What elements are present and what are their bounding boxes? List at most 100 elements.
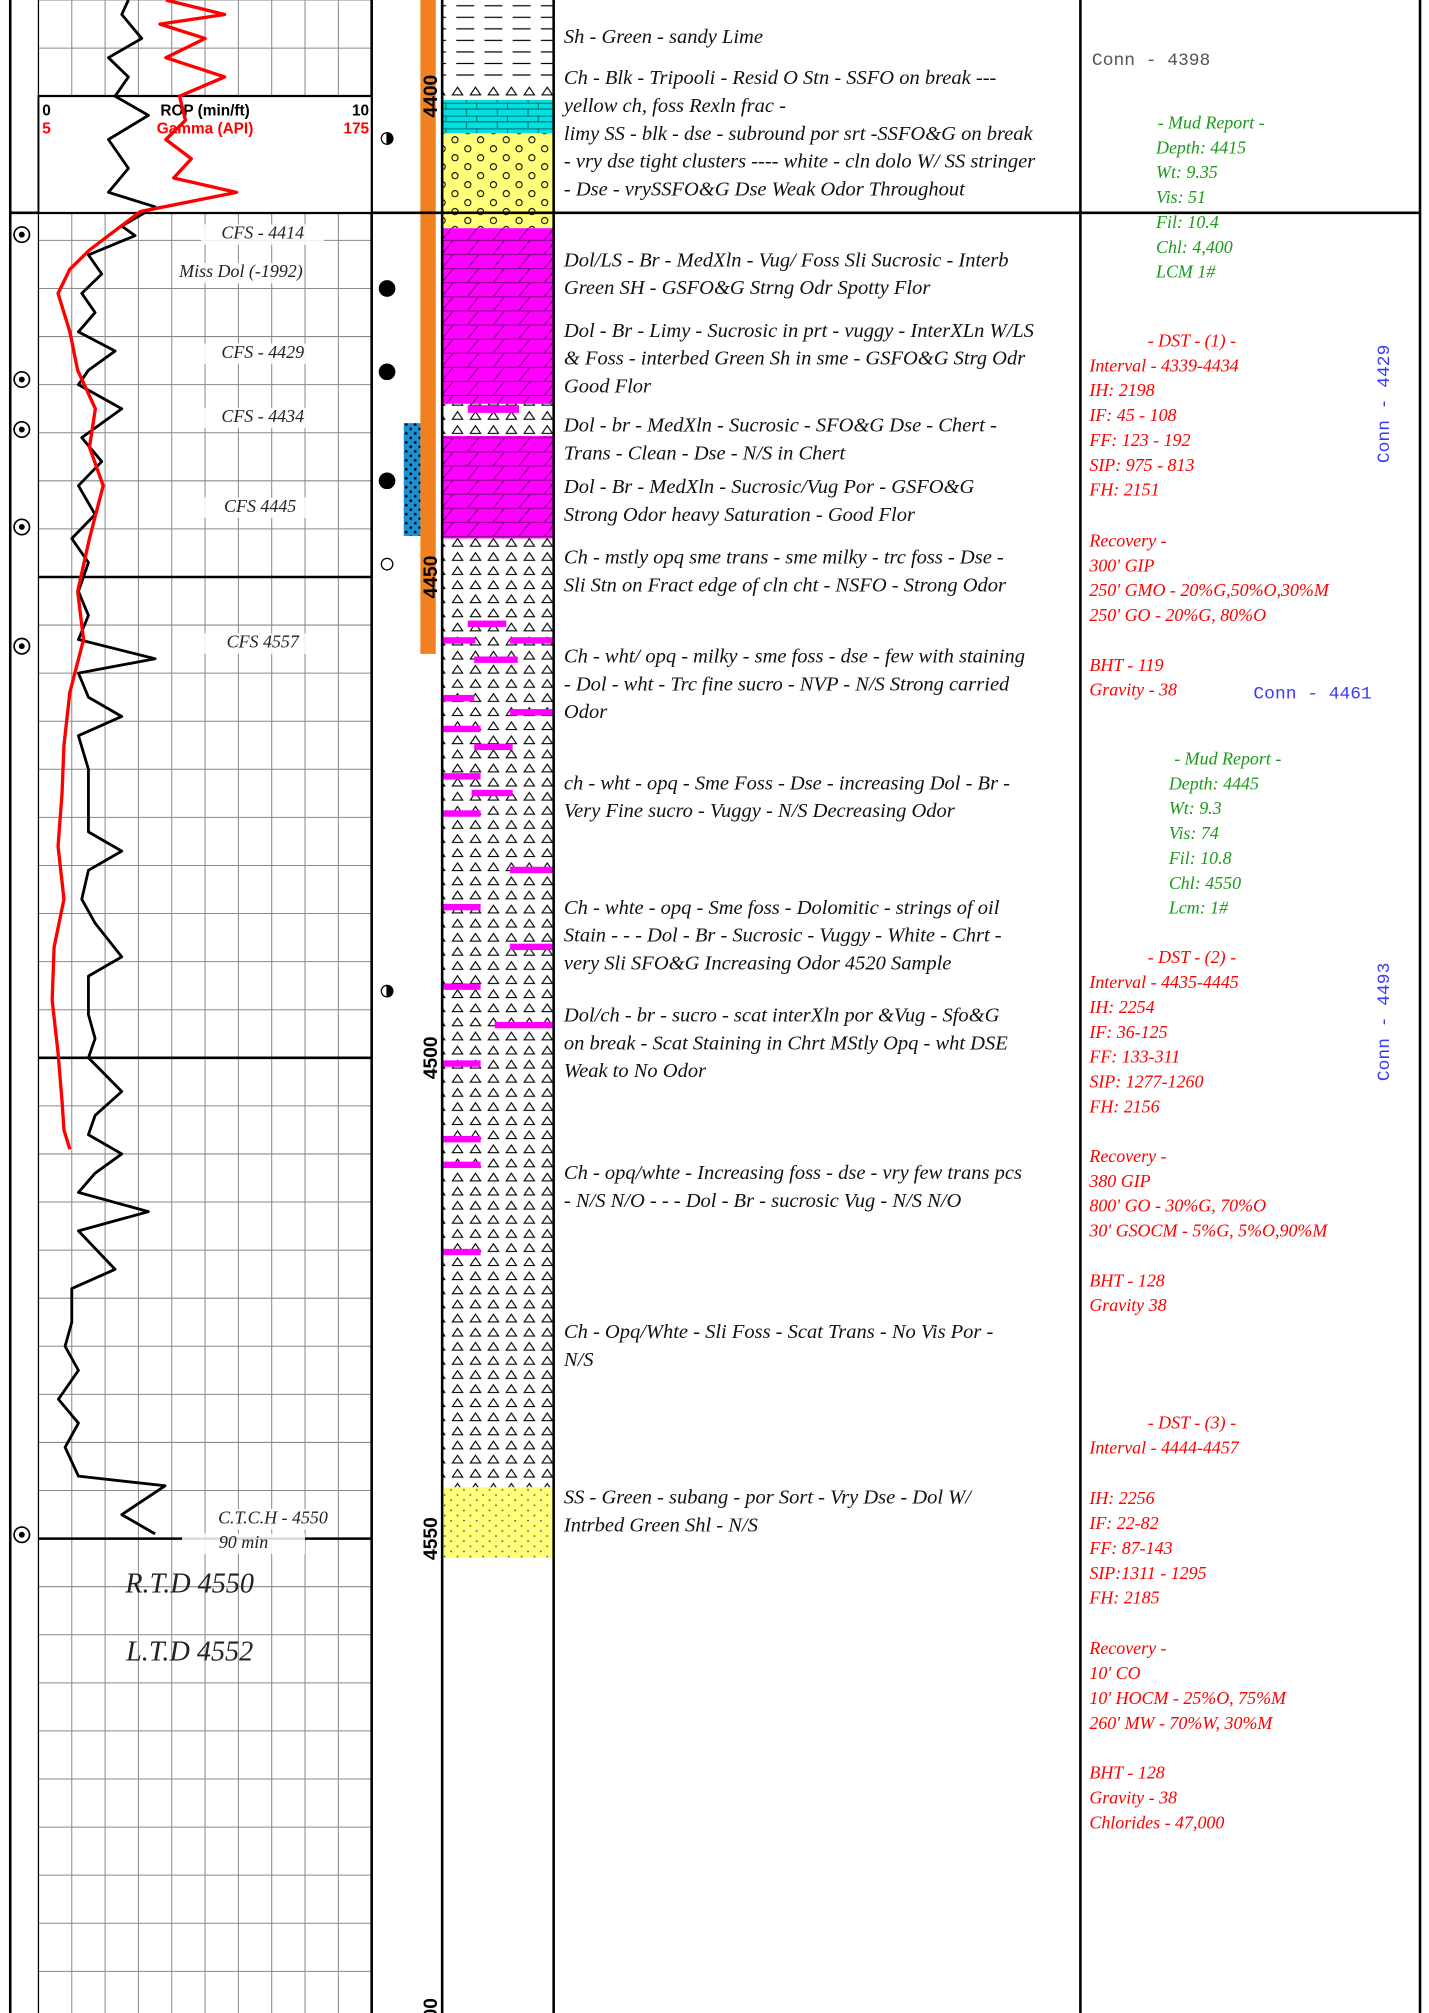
note-backing [181,1533,306,1554]
track-note: R.T.D 4550 [124,1569,254,1600]
lithology-description: Dol - Br - MedXln - Sucrosic/Vug Por - G… [563,476,975,498]
dolomite-streak [471,789,513,797]
lithology-description: Ch - opq/whte - Increasing foss - dse - … [564,1162,1022,1184]
survey-marker [13,370,31,389]
track-note: C.T.C.H - 4550 [218,1507,328,1527]
lithology-description: - Dse - vrySSFO&G Dse Weak Odor Througho… [564,178,966,200]
gamma-scale-min: 5 [42,121,51,138]
annotations: 4400 4450 4500 4550 4600 CFS - 4414 Miss Dol (… [124,26,1395,2013]
frame [8,0,1422,2013]
dolomite-streak [442,773,481,780]
dolomite-streak [510,866,554,874]
remark-line: Vis: 74 [1169,823,1219,843]
remark-line: IH: 2254 [1088,997,1154,1017]
survey-marker [13,420,31,439]
remark-line: - Mud Report - [1174,748,1281,768]
remark-line: - DST - (1) - [1148,330,1236,351]
remark-line: Chl: 4,400 [1156,237,1233,257]
remark-line: 380 GIP [1088,1171,1150,1191]
remark-line: Wt: 9.3 [1169,798,1222,818]
dolomite-streak [442,810,481,817]
dolomite-streak [510,709,554,716]
remark-line: FH: 2151 [1088,480,1159,500]
lithology-description: Very Fine sucro - Vuggy - N/S Decreasing… [564,800,956,822]
dolomite-streak [442,725,481,733]
lithology-description: Good Flor [564,375,652,397]
remark-line: - DST - (3) - [1148,1413,1236,1434]
dolomite-streak [510,943,554,951]
remark-line: 300' GIP [1088,555,1154,575]
remark-line: Gravity - 38 [1089,680,1177,700]
track-note: CFS 4445 [224,496,296,516]
remark-line: Gravity - 38 [1089,1787,1177,1807]
remark-line: IH: 2198 [1088,380,1154,400]
remark-line: BHT - 119 [1089,655,1163,675]
remark-line: Chl: 4550 [1169,873,1241,893]
curve-line [50,0,239,1150]
dolomite-streak [510,637,554,644]
note-backing [201,633,325,654]
remark-line: BHT - 128 [1089,1270,1164,1290]
remark-line: Depth: 4415 [1155,137,1246,157]
show-symbol [378,280,396,297]
lithology-description: Odor [564,701,608,723]
dolomite-streak [442,1161,481,1169]
dolomite-streak [442,903,481,911]
survey-marker [13,637,31,655]
lithology-description: Sh - Green - sandy Lime [564,26,763,48]
curves [50,0,239,1536]
remark-line: Fil: 10.8 [1168,848,1232,868]
show-symbol [380,132,394,145]
rop-title: ROP (min/ft) [160,103,249,120]
depth-label: 4450 [421,556,442,599]
lithology-description: SS - Green - subang - por Sort - Vry Dse… [564,1487,973,1509]
lithology-description: - Dol - wht - Trc fine sucro - NVP - N/S… [564,673,1010,695]
chert-bed [442,84,554,101]
remark-line: Chlorides - 47,000 [1089,1812,1224,1832]
lithology-description: Dol/ch - br - sucro - scat interXln por … [563,1004,1000,1026]
gamma-scale-max: 175 [343,121,369,138]
remark-line: Recovery - [1088,530,1166,550]
note-backing [201,407,325,429]
remark-line: 250' GMO - 20%G,50%O,30%M [1089,580,1329,600]
remark-line: Interval - 4435-4445 [1088,972,1238,992]
track-note: CFS - 4429 [221,342,304,362]
show-symbol [378,363,396,381]
shale-bed [442,0,554,85]
remark-line: FH: 2156 [1088,1096,1159,1116]
track-note: CFS - 4434 [221,406,304,426]
dolomite-streak [494,1021,554,1029]
lithology-description: Ch - mstly opq sme trans - sme milky - t… [564,547,1004,569]
lithology-description: yellow ch, foss Rexln frac - [562,95,786,117]
remark-line: IF: 36-125 [1088,1022,1167,1042]
lithology-description: Dol/LS - Br - MedXln - Vug/ Foss Sli Suc… [563,249,1009,271]
remark-line: Recovery - [1088,1146,1166,1166]
note-backing [211,1509,335,1530]
track-note: L.T.D 4552 [125,1636,253,1667]
depth-label: 4550 [421,1517,442,1560]
lithology-description: - N/S N/O - - - Dol - Br - sucrosic Vug … [564,1190,962,1212]
lithology-description: & Foss - interbed Green Sh in sme - GSFO… [564,348,1026,370]
dolomite-streak [467,620,507,627]
dolomite-bed [442,435,554,539]
remark-line: SIP: 975 - 813 [1089,455,1194,475]
depth-label: 4500 [421,1036,442,1079]
remark-line: SIP: 1277-1260 [1089,1072,1203,1092]
survey-marker [13,1526,31,1544]
lithology-description: Green SH - GSFO&G Strng Odr Spotty Flor [564,277,931,299]
depth-label: 4600 [421,1998,442,2013]
remark-line: - DST - (2) - [1148,947,1236,968]
dolomite-streak [467,405,520,413]
remark-line: Vis: 51 [1156,187,1206,207]
remark-line: Gravity 38 [1089,1295,1166,1315]
lime-bed [442,100,554,134]
remark-line: Wt: 9.35 [1156,162,1218,182]
note-backing [198,497,322,518]
survey-marker [13,518,31,536]
remark-line: 30' GSOCM - 5%G, 5%O,90%M [1088,1221,1328,1241]
lithology-description: Weak to No Odor [564,1060,707,1082]
lithology-description: Ch - Blk - Tripooli - Resid O Stn - SSFO… [564,67,997,89]
track-note: Miss Dol (-1992) [178,261,303,282]
lithology-description: Trans - Clean - Dse - N/S in Chert [564,442,847,464]
dolomite-streak [442,637,476,644]
